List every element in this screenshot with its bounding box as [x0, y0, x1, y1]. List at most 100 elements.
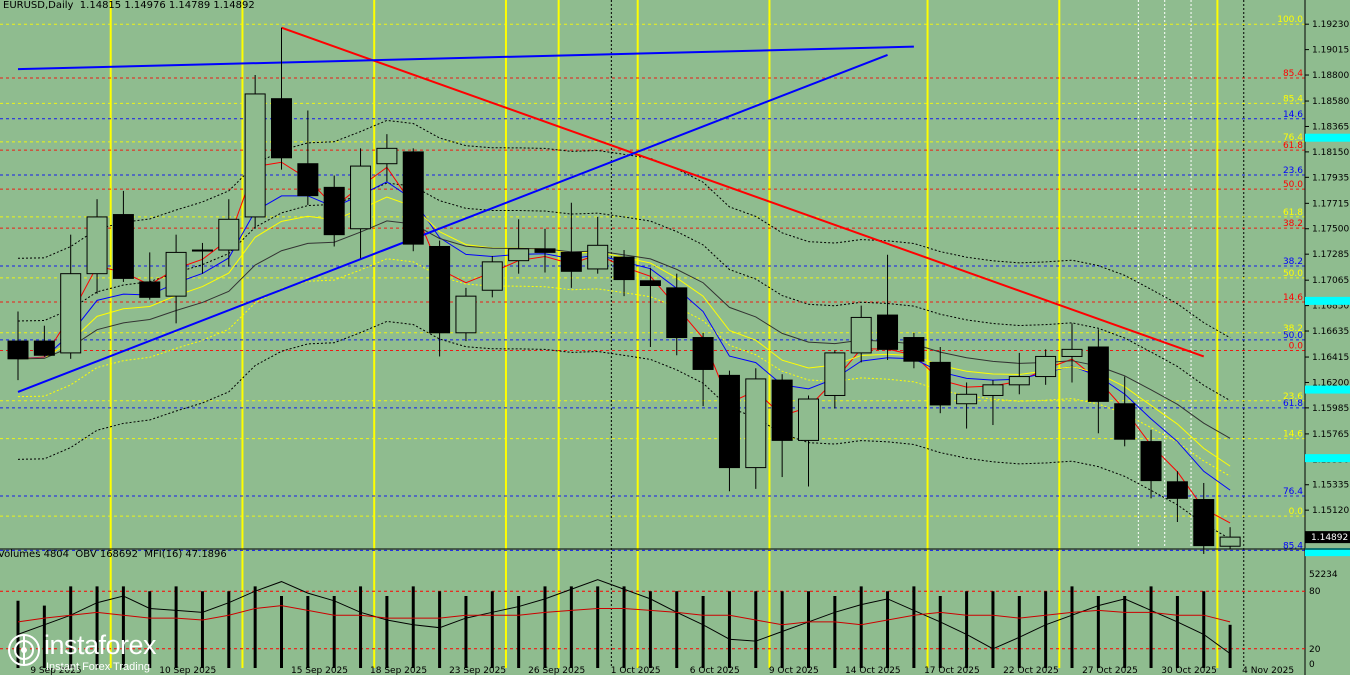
- current-price-tag: [1305, 531, 1350, 544]
- price-tick-label: 1.18150: [1312, 148, 1349, 158]
- bear-candle-body: [692, 337, 714, 370]
- price-tick-label: 1.17500: [1312, 225, 1349, 235]
- bear-candle-body: [534, 248, 556, 253]
- date-label: 4 Nov 2025: [1242, 666, 1294, 675]
- price-tick-label: 1.16635: [1312, 327, 1349, 337]
- bull-candle-body: [850, 316, 872, 354]
- price-axis-background: [1305, 0, 1350, 675]
- current-price-label: 1.14892: [1311, 533, 1348, 543]
- indicator-tick-label: 0: [1309, 660, 1315, 670]
- logo-tagline: Instant Forex Trading: [46, 661, 150, 673]
- date-label: 6 Oct 2025: [690, 666, 740, 675]
- indicator-tick-label: 20: [1309, 645, 1321, 655]
- indicator-panel: 52234 80 20 0: [0, 548, 1350, 670]
- bear-candle-body: [929, 361, 951, 406]
- bear-candle-body: [112, 214, 134, 279]
- date-label: 22 Oct 2025: [1003, 666, 1059, 675]
- date-label: 23 Sep 2025: [449, 666, 506, 675]
- price-tick-label: 1.18580: [1312, 97, 1349, 107]
- highlight-price-tag: [1305, 133, 1350, 142]
- fib-level-label: 50.0: [1283, 269, 1303, 279]
- fib-level-label: 61.8: [1283, 399, 1303, 409]
- price-tick-label: 1.17065: [1312, 276, 1349, 286]
- bull-candle-body: [587, 244, 609, 270]
- bear-candle-body: [7, 340, 29, 360]
- highlight-price-tag: [1305, 548, 1350, 557]
- bull-candle-body: [824, 352, 846, 396]
- bear-candle-body: [429, 245, 451, 334]
- trendline: [17, 53, 888, 393]
- price-tick-label: 1.17935: [1312, 173, 1349, 183]
- fib-level-label: 14.6: [1283, 430, 1303, 440]
- bear-candle-body: [1193, 499, 1215, 547]
- highlight-price-tag: [1305, 454, 1350, 463]
- bull-candle-body: [982, 384, 1004, 396]
- date-label: 10 Sep 2025: [159, 666, 216, 675]
- bull-candle-body: [60, 273, 82, 354]
- fib-level-label: 85.4: [1283, 94, 1303, 104]
- bear-candle-body: [771, 379, 793, 441]
- price-tick-label: 1.19015: [1312, 46, 1349, 56]
- price-tick-label: 1.15120: [1312, 506, 1349, 516]
- price-tick-label: 1.19230: [1312, 20, 1349, 30]
- price-tick-label: 1.16200: [1312, 378, 1349, 388]
- price-tick-label: 1.16850: [1312, 302, 1349, 312]
- price-tick-label: 1.15335: [1312, 481, 1349, 491]
- envelope-inner-upper-line: [17, 182, 1231, 401]
- fib-level-label: 100.0: [1277, 15, 1303, 25]
- price-tick-label: 1.17285: [1312, 250, 1349, 260]
- bull-candle-body: [745, 378, 767, 469]
- bull-candle-body: [376, 147, 398, 165]
- bull-candle-body: [798, 398, 819, 441]
- fib-level-label: 76.4: [1283, 133, 1303, 143]
- price-tick-label: 1.15765: [1312, 430, 1349, 440]
- vertical-lines: [109, 0, 1245, 668]
- bull-candle-body: [86, 216, 108, 275]
- price-tick-label: 1.18800: [1312, 71, 1349, 81]
- date-label: 30 Oct 2025: [1161, 666, 1217, 675]
- bull-candle-body: [218, 218, 240, 251]
- candlesticks: [7, 27, 1241, 554]
- price-tick-label: 1.16415: [1312, 353, 1349, 363]
- date-label: 18 Sep 2025: [370, 666, 427, 675]
- bull-candle-body: [165, 251, 187, 297]
- bear-candle-body: [903, 337, 925, 362]
- bear-candle-body: [613, 256, 635, 281]
- bull-candle-body: [244, 93, 266, 218]
- fib-level-label: 50.0: [1283, 331, 1303, 341]
- date-label: 26 Sep 2025: [528, 666, 585, 675]
- date-label: 9 Sep 2025: [30, 666, 81, 675]
- bull-candle-body: [1008, 376, 1030, 386]
- price-axis: 1.19230 1.19015 1.18800 1.18580 1.18365 1.181…: [1304, 0, 1350, 675]
- date-label: 9 Oct 2025: [769, 666, 819, 675]
- bear-candle-body: [297, 163, 319, 197]
- fib-level-label: 38.2: [1283, 324, 1303, 334]
- bull-candle-body: [956, 393, 978, 405]
- fib-level-label: 76.4: [1283, 487, 1303, 497]
- fib-level-label: 0.0: [1289, 342, 1304, 352]
- bull-candle-body: [1219, 536, 1241, 547]
- trendline: [281, 26, 1205, 358]
- obv-line: [17, 579, 1231, 655]
- fib-level-label: 0.0: [1289, 507, 1304, 517]
- bear-candle-body: [560, 251, 582, 272]
- date-axis: 9 Sep 2025 10 Sep 2025 15 Sep 2025 18 Sep 2…: [30, 666, 1294, 675]
- obv-label: OBV 168692: [75, 549, 139, 560]
- trendlines: [17, 26, 1205, 393]
- bear-candle-body: [666, 287, 688, 339]
- fib-level-label: 14.6: [1283, 110, 1303, 120]
- fib-level-label: 85.4: [1283, 541, 1303, 551]
- fib-level-label: 38.2: [1283, 257, 1303, 267]
- fib-level-label: 23.6: [1283, 392, 1303, 402]
- instaforex-logo-icon: [8, 634, 40, 666]
- indicator-header: Volumes 4804 OBV 168692 MFI(16) 47.1896: [0, 549, 227, 560]
- price-tick-label: 1.18365: [1312, 122, 1349, 132]
- price-tick-label: 1.15985: [1312, 404, 1349, 414]
- bull-candle-body: [455, 295, 477, 334]
- bear-candle-body: [139, 281, 161, 298]
- bull-candle-body: [508, 248, 530, 262]
- date-label: 1 Oct 2025: [611, 666, 661, 675]
- highlight-price-tag: [1305, 385, 1350, 394]
- symbol-label: EURUSD,Daily: [3, 0, 74, 11]
